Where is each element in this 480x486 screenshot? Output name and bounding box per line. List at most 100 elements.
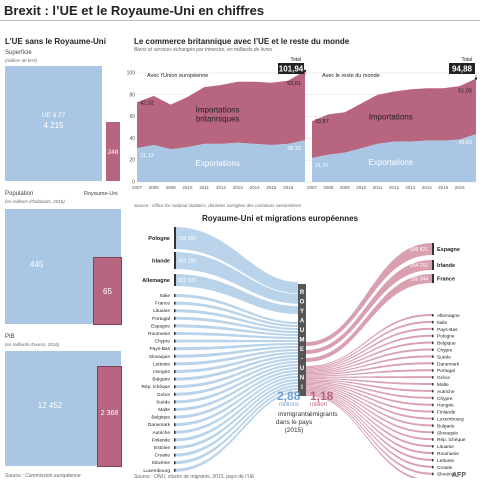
country-marker [174,332,176,335]
inflow-band [174,301,298,327]
uk-center-letter: Y [300,309,304,315]
outflow-band [306,381,432,406]
x-tick-label: 2012 [389,185,400,190]
country-label: Hongrie [437,403,454,409]
pib-unit: (en milliards d’euros, 2016) [5,342,60,347]
y-tick-label: 20 [129,158,135,164]
country-label: Pays-Bas [437,327,458,333]
chart-subtitle: Avec l’Union européenne [147,73,208,79]
country-label: Malte [437,382,449,388]
imports-series-label: Importations [196,105,240,114]
country-marker [432,369,434,372]
country-marker [174,385,176,389]
x-tick-label: 2011 [373,185,383,190]
country-label: Espagne [151,323,170,329]
uk-center-letter: O [300,300,305,306]
imports-series-label-2: britanniques [196,114,240,123]
country-value: 254 761 [410,263,428,269]
superficie-eu-value: 4 215 [43,121,64,130]
pib-uk-box [97,366,122,467]
country-marker [174,446,176,449]
country-label: Hongrie [153,369,170,375]
country-value: 322 220 [178,278,196,284]
x-tick-label: 2007 [307,185,318,190]
country-label: Malte [158,407,170,413]
country-marker [174,423,176,427]
country-marker [174,324,176,328]
inflow-band [174,339,298,343]
superficie-uk-box [106,122,120,181]
inflow-band [174,324,298,336]
country-label: Grèce [157,392,170,398]
migration-title: Royaume-Uni et migrations européennes [202,214,359,223]
country-marker [174,392,176,396]
superficie-eu-box [5,66,102,181]
inflow-band [174,316,298,333]
country-label: Lettonie [153,361,170,367]
country-marker [432,389,434,393]
country-marker [432,274,434,283]
country-value: 503 288 [178,259,196,265]
country-marker [432,458,434,462]
country-label: Pologne [437,334,455,340]
country-marker [174,339,176,343]
emigrants-value: 1,18 [310,389,334,403]
trade-source: Source : Office for national statistics,… [134,203,301,208]
outflow-band [306,386,432,434]
imports-start-label: 33,87 [315,119,329,125]
superficie-uk-value: 248 [107,149,119,156]
country-marker [174,453,176,457]
country-label: Slovaquie [149,354,170,360]
country-marker [432,314,434,317]
total-value: 94,88 [452,65,473,74]
country-label: Allemagne [142,278,170,284]
country-marker [174,227,176,249]
migration-source: Source : ONU, stocks de migrants, 2015, … [134,474,255,480]
outflow-band [306,260,432,354]
country-marker [432,383,434,386]
superficie-label: Superficie [5,50,32,56]
inflow-band [174,349,298,366]
y-tick-label: 0 [132,180,135,186]
country-label: Pays-Bas [149,346,170,352]
immigrants-desc-2: dans le pays [275,419,313,426]
country-marker [432,355,434,358]
country-marker [432,410,434,414]
left-panel-title: L’UE sans le Royaume-Uni [5,37,106,46]
country-label: Pologne [148,236,170,242]
uk-center-bar [298,284,306,396]
uk-center-letter: U [300,328,304,334]
exports-end-label: 43,83 [458,140,472,146]
eu-label: UE à 27 [41,112,66,119]
country-marker [174,252,176,269]
immigrants-value: 2,88 [277,389,301,403]
country-marker [174,370,176,373]
country-marker [432,403,434,407]
uk-center-letter: R [300,290,305,296]
imports-start-label: 42,02 [140,100,154,106]
outflow-band [306,369,432,377]
pib-label: PIB [5,334,15,340]
country-label: Croatie [155,453,171,459]
country-marker [174,316,176,320]
country-label: Suède [156,399,170,405]
imports-end-label: 51,05 [458,89,472,95]
pib-uk-value: 2 368 [100,410,119,417]
country-label: Croatie [437,465,453,471]
chart-subtitle: Avec le reste du monde [322,73,380,79]
y-tick-label: 60 [129,114,135,120]
population-eu-value: 445 [30,260,44,269]
exports-area [137,140,305,182]
country-label: Autriche [152,430,170,436]
x-tick-label: 2010 [356,185,367,190]
trade-title: Le commerce britannique avec l’UE et le … [134,37,350,46]
y-tick-label: 40 [129,136,135,142]
immigrants-desc-1: immigrants [278,411,310,418]
imports-area [312,78,476,159]
uk-center-letter: U [300,366,304,372]
total-dot [303,69,307,73]
total-box [278,63,304,74]
inflow-band [174,352,298,373]
x-tick-label: 2007 [132,185,143,190]
